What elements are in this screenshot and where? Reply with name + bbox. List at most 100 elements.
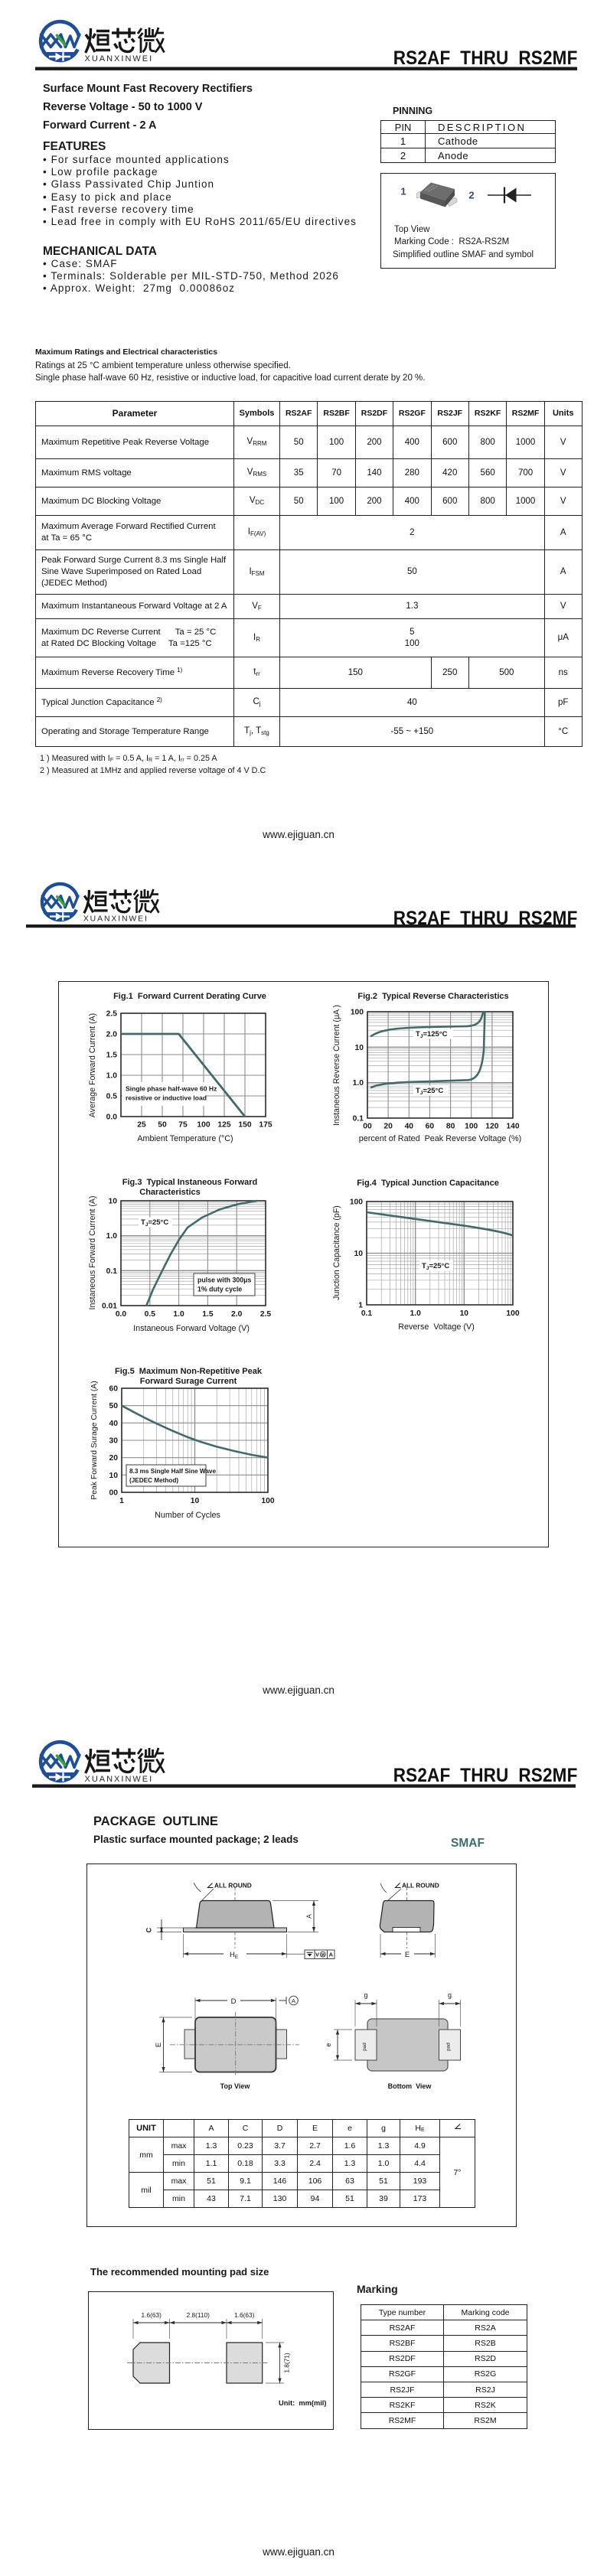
svg-text:2.8(110): 2.8(110) bbox=[187, 2311, 210, 2319]
svg-text:A: A bbox=[292, 1997, 295, 2004]
svg-text:Single phase half-wave 60 Hz: Single phase half-wave 60 Hz bbox=[126, 1085, 217, 1093]
svg-text:100: 100 bbox=[506, 1309, 519, 1318]
svg-text:1.6(63): 1.6(63) bbox=[234, 2311, 255, 2319]
svg-text:10: 10 bbox=[109, 1472, 119, 1480]
svg-text:150: 150 bbox=[238, 1121, 251, 1130]
svg-text:40: 40 bbox=[405, 1123, 414, 1131]
svg-text:0.5: 0.5 bbox=[106, 1093, 118, 1101]
svg-text:1% duty cycle: 1% duty cycle bbox=[197, 1286, 242, 1293]
svg-text:pad: pad bbox=[446, 2043, 452, 2051]
svg-text:2.0: 2.0 bbox=[231, 1310, 243, 1319]
svg-text:1.8(71): 1.8(71) bbox=[283, 2353, 291, 2373]
svg-text:Fig.1 Forward Current Deratin: Fig.1 Forward Current Derating Curve bbox=[113, 992, 266, 1001]
svg-text:resistive or inductive load: resistive or inductive load bbox=[126, 1094, 207, 1102]
svg-text:120: 120 bbox=[485, 1123, 498, 1131]
svg-text:2.5: 2.5 bbox=[260, 1310, 272, 1319]
svg-text:10: 10 bbox=[354, 1250, 364, 1258]
svg-text:e: e bbox=[325, 2043, 332, 2046]
svg-text:0.0: 0.0 bbox=[116, 1310, 127, 1319]
svg-text:00: 00 bbox=[363, 1123, 372, 1131]
svg-text:g: g bbox=[364, 1991, 367, 1999]
svg-text:C: C bbox=[145, 1927, 153, 1932]
svg-text:1.6(63): 1.6(63) bbox=[142, 2311, 162, 2319]
svg-text:60: 60 bbox=[109, 1385, 119, 1394]
svg-text:40: 40 bbox=[109, 1420, 119, 1428]
svg-text:20: 20 bbox=[109, 1454, 119, 1462]
svg-text:E: E bbox=[405, 1951, 410, 1959]
svg-text:1.0: 1.0 bbox=[106, 1072, 118, 1081]
svg-text:Top View: Top View bbox=[220, 2082, 251, 2090]
svg-text:10: 10 bbox=[460, 1309, 469, 1318]
svg-text:175: 175 bbox=[259, 1121, 272, 1130]
svg-text:Reverse Voltage (V): Reverse Voltage (V) bbox=[398, 1322, 475, 1332]
svg-text:1.0: 1.0 bbox=[173, 1310, 184, 1319]
svg-text:1.5: 1.5 bbox=[106, 1052, 118, 1060]
svg-text:75: 75 bbox=[178, 1121, 188, 1130]
svg-text:00: 00 bbox=[109, 1489, 119, 1498]
svg-text:10: 10 bbox=[109, 1198, 118, 1206]
svg-text:1.0: 1.0 bbox=[410, 1309, 422, 1318]
svg-text:M: M bbox=[321, 1953, 325, 1958]
svg-text:D: D bbox=[231, 1997, 237, 2006]
svg-text:0.01: 0.01 bbox=[102, 1303, 117, 1311]
svg-text:TJ=25°C: TJ=25°C bbox=[422, 1262, 449, 1271]
svg-text:TJ=25°C: TJ=25°C bbox=[141, 1218, 168, 1228]
svg-text:100: 100 bbox=[197, 1121, 210, 1130]
svg-text:50: 50 bbox=[158, 1121, 167, 1130]
svg-text:Fig.2 Typical Reverse Charact: Fig.2 Typical Reverse Characteristics bbox=[357, 992, 508, 1001]
svg-text:Fig.5 Maximum Non-Repetitive: Fig.5 Maximum Non-Repetitive Peak bbox=[115, 1367, 263, 1376]
svg-text:(JEDEC Method): (JEDEC Method) bbox=[129, 1477, 178, 1484]
svg-text:1: 1 bbox=[358, 1302, 363, 1310]
svg-text:XUANXINWEI: XUANXINWEI bbox=[85, 1775, 154, 1784]
svg-text:g: g bbox=[448, 1991, 452, 1999]
svg-text:XUANXINWEI: XUANXINWEI bbox=[83, 915, 148, 924]
svg-text:100: 100 bbox=[261, 1497, 274, 1505]
svg-text:Number of Cycles: Number of Cycles bbox=[155, 1511, 220, 1520]
svg-text:2.5: 2.5 bbox=[106, 1010, 118, 1019]
svg-text:2: 2 bbox=[468, 190, 474, 201]
svg-text:A: A bbox=[329, 1952, 334, 1958]
svg-text:125: 125 bbox=[217, 1121, 230, 1130]
svg-text:10: 10 bbox=[191, 1497, 200, 1505]
svg-text:Fig.4 Typical Junction Capaci: Fig.4 Typical Junction Capacitance bbox=[357, 1179, 499, 1188]
svg-text:Peak Forward Surage Current (A: Peak Forward Surage Current (A) bbox=[90, 1381, 99, 1499]
svg-text:TJ=125°C: TJ=125°C bbox=[416, 1030, 448, 1039]
svg-text:Fig.3 Typical Instaneous Forw: Fig.3 Typical Instaneous Forward bbox=[122, 1178, 257, 1187]
svg-text:Instaneous Forward Voltage (V): Instaneous Forward Voltage (V) bbox=[133, 1324, 250, 1333]
svg-text:140: 140 bbox=[506, 1123, 519, 1131]
svg-text:100: 100 bbox=[465, 1123, 478, 1131]
svg-text:100: 100 bbox=[351, 1009, 364, 1017]
svg-text:Ambient Temperature (°C): Ambient Temperature (°C) bbox=[137, 1134, 233, 1143]
svg-text:0.1: 0.1 bbox=[106, 1267, 118, 1276]
svg-text:ALL ROUND: ALL ROUND bbox=[214, 1882, 252, 1890]
svg-text:60: 60 bbox=[426, 1123, 435, 1131]
svg-text:0.0: 0.0 bbox=[106, 1114, 118, 1122]
svg-text:0.1: 0.1 bbox=[353, 1115, 364, 1123]
svg-text:A: A bbox=[305, 1914, 313, 1919]
svg-text:10: 10 bbox=[355, 1044, 364, 1052]
svg-text:HE: HE bbox=[230, 1951, 239, 1960]
svg-text:percent of Rated Peak Reverse: percent of Rated Peak Reverse Voltage (%… bbox=[359, 1134, 521, 1143]
svg-text:0.1: 0.1 bbox=[361, 1309, 373, 1318]
svg-text:1: 1 bbox=[119, 1497, 124, 1505]
svg-text:1.0: 1.0 bbox=[106, 1232, 118, 1241]
svg-text:Junction Capacitance (pF): Junction Capacitance (pF) bbox=[332, 1205, 341, 1300]
svg-text:E: E bbox=[155, 2043, 163, 2047]
svg-text:pad: pad bbox=[362, 2043, 367, 2051]
svg-text:Instaneous Forward Current (A): Instaneous Forward Current (A) bbox=[88, 1196, 97, 1310]
svg-text:50: 50 bbox=[109, 1402, 119, 1410]
svg-text:TJ=25°C: TJ=25°C bbox=[416, 1087, 443, 1096]
svg-text:1: 1 bbox=[400, 186, 406, 197]
svg-text:Forward Surage Current: Forward Surage Current bbox=[140, 1377, 237, 1386]
svg-text:Characteristics: Characteristics bbox=[139, 1188, 201, 1197]
svg-text:XUANXINWEI: XUANXINWEI bbox=[85, 54, 154, 64]
svg-text:25: 25 bbox=[137, 1121, 146, 1130]
svg-text:0.5: 0.5 bbox=[145, 1310, 156, 1319]
svg-text:100: 100 bbox=[350, 1198, 363, 1207]
svg-text:V: V bbox=[315, 1952, 319, 1958]
svg-text:1.5: 1.5 bbox=[202, 1310, 214, 1319]
svg-text:Bottom View: Bottom View bbox=[388, 2082, 432, 2090]
svg-text:1.0: 1.0 bbox=[353, 1079, 364, 1087]
svg-text:2.0: 2.0 bbox=[106, 1031, 118, 1039]
svg-text:Unit: mm(mil): Unit: mm(mil) bbox=[279, 2399, 327, 2407]
